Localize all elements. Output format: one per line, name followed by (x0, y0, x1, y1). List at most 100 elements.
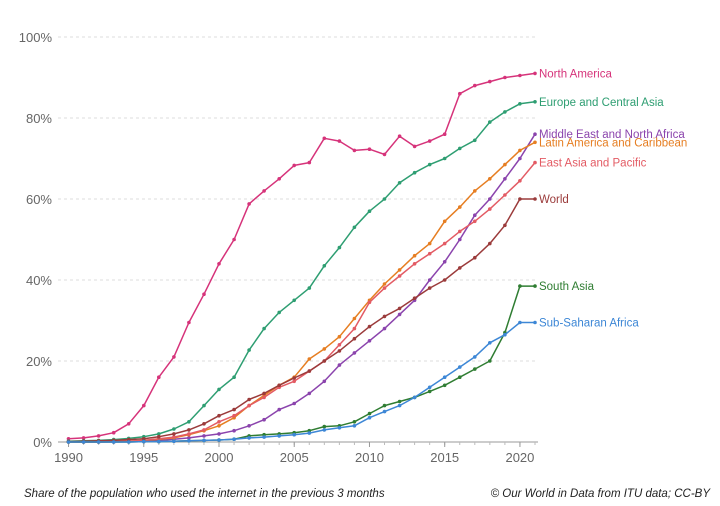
data-point (442, 132, 447, 136)
data-point (337, 245, 342, 250)
data-point (172, 432, 176, 436)
data-point (247, 397, 251, 402)
data-point (247, 436, 251, 440)
data-point (503, 177, 507, 181)
data-point (458, 365, 462, 369)
data-point (187, 439, 191, 443)
data-point (458, 266, 462, 270)
series-south-asia (66, 284, 537, 444)
data-point (307, 369, 312, 373)
data-point (292, 432, 297, 437)
data-point (172, 355, 176, 359)
data-point (412, 395, 417, 400)
series-line-europe-and-central-asia (68, 101, 536, 442)
data-point (292, 163, 297, 168)
series-line-world (68, 198, 535, 443)
data-point (352, 420, 357, 424)
data-point (488, 241, 492, 246)
data-point (232, 413, 236, 418)
data-point (217, 387, 221, 392)
data-point (157, 432, 161, 436)
data-point (277, 434, 282, 438)
data-point (442, 241, 447, 246)
data-point (277, 407, 282, 412)
data-point (292, 379, 297, 384)
data-point (352, 326, 357, 331)
x-tick-label: 2000 (205, 450, 234, 465)
data-point (217, 420, 221, 424)
data-point (503, 110, 507, 114)
x-tick-label: 1990 (54, 450, 83, 465)
data-point (473, 189, 477, 193)
data-point (397, 268, 402, 272)
data-point (533, 284, 537, 288)
data-point (442, 383, 447, 388)
data-point (427, 162, 432, 167)
data-point (367, 300, 372, 305)
data-point (427, 139, 432, 143)
data-point (427, 389, 432, 394)
data-point (96, 440, 101, 444)
data-point (307, 391, 312, 396)
series-north-america (66, 71, 537, 441)
y-tick-label: 40% (26, 273, 52, 288)
data-point (322, 264, 327, 268)
data-point (187, 320, 191, 325)
data-point (442, 278, 447, 282)
data-point (232, 237, 236, 242)
data-point (397, 399, 402, 404)
y-axis-ticks: 0% 20% 40% 60% 80% 100% (19, 30, 53, 450)
series-label-south-asia: South Asia (539, 281, 595, 293)
data-point (518, 284, 522, 288)
data-point (533, 197, 537, 201)
data-point (322, 428, 327, 432)
data-point (262, 326, 266, 331)
data-point (488, 341, 492, 345)
y-tick-label: 20% (26, 354, 52, 369)
data-point (352, 351, 357, 355)
data-point (81, 436, 86, 440)
series-world (66, 197, 537, 444)
data-point (322, 359, 327, 363)
data-point (412, 253, 417, 258)
data-point (412, 144, 417, 149)
data-point (473, 219, 477, 224)
data-point (473, 138, 477, 143)
data-point (442, 219, 447, 224)
series-label-europe-and-central-asia: Europe and Central Asia (539, 97, 664, 109)
data-point (397, 134, 402, 138)
data-point (503, 223, 507, 228)
data-point (232, 375, 236, 380)
series-label-world: World (539, 194, 569, 206)
data-point (292, 376, 297, 380)
data-point (533, 160, 537, 165)
data-point (473, 367, 477, 371)
data-point (337, 349, 342, 353)
data-point (427, 385, 432, 390)
data-point (322, 136, 327, 141)
data-point (262, 391, 266, 396)
data-point (367, 339, 372, 343)
data-point (202, 428, 206, 432)
data-point (111, 440, 116, 444)
data-point (126, 422, 131, 426)
data-point (533, 100, 537, 104)
data-point (397, 312, 402, 317)
data-point (488, 120, 492, 124)
data-point (337, 343, 342, 347)
data-point (247, 424, 251, 428)
data-point (427, 278, 432, 282)
data-point (382, 197, 387, 201)
data-point (247, 403, 251, 408)
data-point (518, 320, 522, 325)
data-point (157, 434, 161, 439)
data-point (442, 375, 447, 380)
data-point (322, 347, 327, 351)
data-point (262, 189, 266, 193)
data-point (397, 274, 402, 278)
data-point (322, 379, 327, 384)
data-point (488, 177, 492, 181)
series-sub-saharan-africa (66, 320, 537, 444)
data-point (518, 156, 522, 161)
data-point (262, 395, 266, 400)
